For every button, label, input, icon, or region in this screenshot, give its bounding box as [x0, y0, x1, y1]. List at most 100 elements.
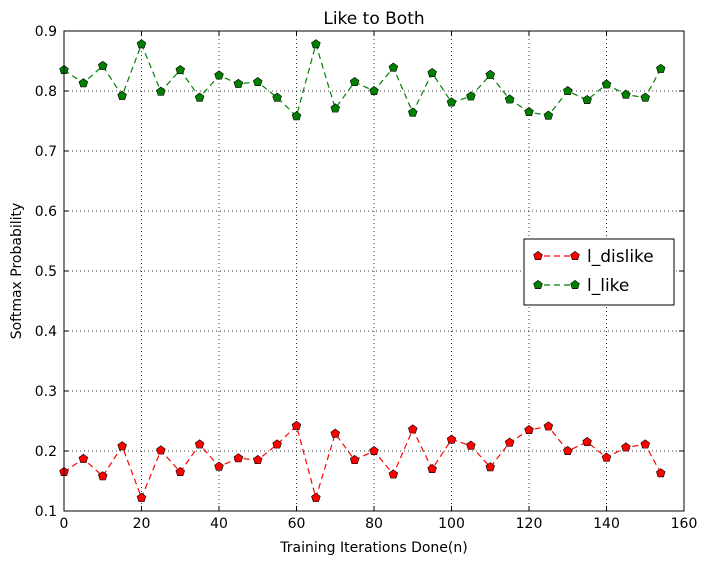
data-point-l-dislike — [117, 441, 127, 451]
y-tick-label: 0.3 — [35, 384, 57, 400]
data-point-l-like — [485, 69, 495, 79]
data-point-l-dislike — [563, 446, 573, 456]
data-point-l-like — [349, 77, 360, 87]
data-point-l-dislike — [330, 428, 340, 438]
data-point-l-dislike — [175, 467, 185, 477]
data-point-l-dislike — [136, 492, 147, 502]
data-point-l-like — [253, 77, 263, 87]
data-point-l-like — [175, 65, 185, 75]
data-point-l-like — [466, 91, 476, 101]
data-point-l-dislike — [427, 464, 437, 474]
y-axis-label: Softmax Probability — [9, 203, 25, 340]
data-point-l-dislike — [466, 440, 476, 450]
data-point-l-like — [78, 78, 89, 88]
x-tick-label: 40 — [210, 516, 228, 532]
data-point-l-like — [311, 39, 321, 49]
y-tick-label: 0.4 — [35, 324, 57, 340]
data-point-l-like — [291, 111, 302, 121]
data-point-l-like — [504, 94, 515, 104]
legend-marker-l-dislike — [533, 251, 543, 261]
legend-box — [523, 238, 675, 306]
x-tick-label: 0 — [60, 516, 69, 532]
data-point-l-dislike — [78, 453, 89, 463]
data-point-l-like — [563, 86, 573, 96]
data-point-l-like — [582, 95, 592, 105]
data-point-l-dislike — [504, 437, 515, 447]
y-tick-label: 0.8 — [35, 84, 57, 100]
series-line-l-dislike — [63, 424, 662, 500]
data-point-l-dislike — [446, 434, 457, 444]
series-l-like — [59, 39, 666, 121]
data-point-l-like — [427, 68, 437, 78]
data-point-l-like — [369, 86, 379, 96]
x-tick-label: 20 — [133, 516, 151, 532]
data-point-l-dislike — [253, 455, 263, 465]
data-point-l-dislike — [291, 420, 302, 430]
data-point-l-like — [656, 63, 666, 73]
data-point-l-like — [117, 90, 127, 100]
x-tick-label: 100 — [438, 516, 465, 532]
data-point-l-like — [446, 97, 457, 107]
data-point-l-like — [640, 92, 650, 102]
data-point-l-dislike — [485, 462, 495, 472]
x-tick-label: 120 — [516, 516, 543, 532]
y-tick-label: 0.9 — [35, 24, 57, 40]
data-point-l-dislike — [98, 471, 108, 481]
data-point-l-like — [388, 62, 399, 72]
data-point-l-dislike — [582, 437, 592, 447]
legend-label-l-dislike: l_dislike — [587, 247, 654, 267]
data-point-l-like — [272, 92, 282, 102]
data-point-l-like — [330, 103, 340, 113]
data-point-l-like — [214, 70, 224, 80]
legend-entry-l-dislike: l_dislike — [533, 247, 654, 267]
data-point-l-dislike — [640, 439, 650, 449]
data-point-l-like — [601, 79, 612, 89]
series-l-dislike — [59, 420, 666, 502]
data-point-l-dislike — [311, 492, 321, 502]
data-point-l-dislike — [656, 468, 666, 478]
x-tick-label: 60 — [288, 516, 306, 532]
data-point-l-like — [136, 39, 147, 49]
data-point-l-dislike — [601, 452, 612, 462]
legend-label-l-like: l_like — [587, 276, 629, 296]
data-point-l-like — [524, 107, 534, 117]
data-point-l-dislike — [369, 446, 379, 456]
x-tick-label: 80 — [365, 516, 383, 532]
data-point-l-like — [621, 89, 631, 99]
y-tick-label: 0.7 — [35, 144, 57, 160]
data-point-l-like — [543, 110, 554, 120]
data-point-l-dislike — [408, 424, 418, 434]
data-point-l-like — [98, 60, 108, 70]
data-point-l-like — [156, 86, 166, 96]
axis-ticks: 0 20 40 60 80 100 120 140 160 0.1 0.2 0.3 0.4 0.5 0.6 0… — [35, 24, 698, 532]
chart-title: Like to Both — [323, 9, 424, 29]
x-tick-label: 140 — [593, 516, 620, 532]
data-point-l-dislike — [156, 445, 166, 455]
data-point-l-dislike — [524, 425, 534, 435]
data-point-l-dislike — [388, 469, 399, 479]
series-layer — [59, 39, 666, 502]
y-tick-label: 0.1 — [35, 504, 57, 520]
y-tick-label: 0.6 — [35, 204, 57, 220]
legend-entry-l-like: l_like — [533, 276, 629, 296]
y-tick-label: 0.5 — [35, 264, 57, 280]
data-point-l-dislike — [349, 455, 360, 465]
data-point-l-like — [233, 78, 244, 88]
y-tick-label: 0.2 — [35, 444, 57, 460]
data-point-l-like — [194, 92, 205, 102]
data-point-l-dislike — [214, 461, 224, 471]
data-point-l-like — [408, 107, 418, 117]
series-line-l-like — [63, 42, 662, 118]
data-point-l-dislike — [621, 442, 631, 452]
data-point-l-dislike — [272, 439, 282, 449]
x-axis-label: Training Iterations Done(n) — [279, 540, 467, 556]
data-point-l-dislike — [194, 439, 205, 449]
legend-marker-l-dislike — [570, 251, 580, 261]
legend-marker-l-like — [533, 280, 543, 290]
data-point-l-dislike — [543, 421, 554, 431]
x-tick-label: 160 — [671, 516, 698, 532]
data-point-l-dislike — [233, 453, 244, 463]
legend: l_dislike l_like — [523, 238, 675, 306]
legend-marker-l-like — [570, 280, 580, 290]
